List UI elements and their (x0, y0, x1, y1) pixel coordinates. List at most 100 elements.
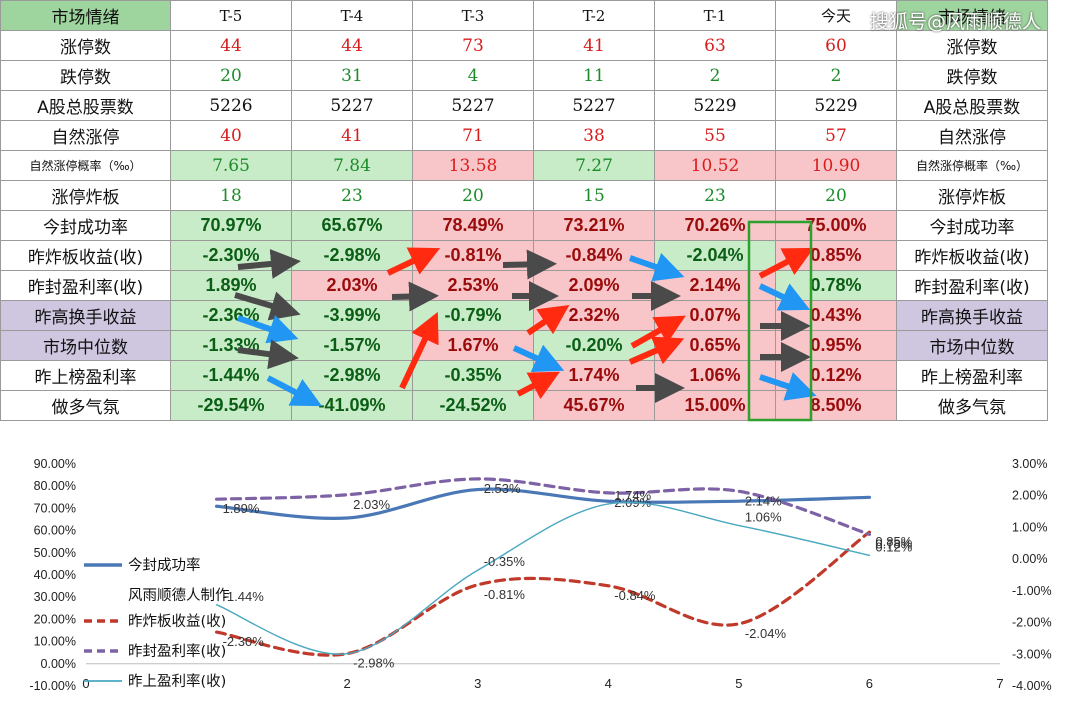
table-cell: -41.09% (291, 390, 413, 421)
table-cell: 23 (654, 180, 776, 211)
column-header: T-5 (170, 0, 292, 31)
table-cell: 55 (654, 120, 776, 151)
column-header: T-4 (291, 0, 413, 31)
table-cell: 8.50% (775, 390, 897, 421)
column-header: T-2 (533, 0, 655, 31)
series-line (214, 477, 872, 537)
row-label: 自然涨停概率（‰） (0, 150, 171, 181)
y-left-tick-label: 80.00% (34, 479, 76, 493)
table-cell: 57 (775, 120, 897, 151)
table-row: 自然涨停 40 41 71 38 55 57 自然涨停 (0, 120, 1048, 151)
row-label-right: 自然涨停概率（‰） (896, 150, 1048, 181)
table-cell: 4 (412, 60, 534, 91)
y-left-tick-label: 50.00% (34, 546, 76, 560)
x-tick-label: 3 (474, 676, 481, 691)
table-cell: 5227 (291, 90, 413, 121)
table-row: 自然涨停概率（‰） 7.65 7.84 13.58 7.27 10.52 10.90 自然涨停… (0, 150, 1048, 181)
table-cell: -2.04% (654, 240, 776, 271)
table-cell: 2.03% (291, 270, 413, 301)
table-cell: 73 (412, 30, 534, 61)
row-label-right: 涨停炸板 (896, 180, 1048, 211)
y-right-tick-label: 0.00% (1012, 552, 1047, 566)
data-label: -0.84% (614, 588, 656, 603)
data-label: -2.30% (223, 634, 265, 649)
x-tick-label: 6 (866, 676, 873, 691)
table-row: 昨上榜盈利率 -1.44% -2.98% -0.35% 1.74% 1.06% 0.12% 昨… (0, 360, 1048, 391)
y-left-tick-label: 70.00% (34, 501, 76, 515)
table-cell: 10.90 (775, 150, 897, 181)
table-cell: 2.32% (533, 300, 655, 331)
table-cell: -2.98% (291, 240, 413, 271)
table-cell: 23 (291, 180, 413, 211)
watermark-text: 搜狐号@风雨顺德人 (869, 11, 1041, 33)
data-label: 2.53% (484, 481, 521, 496)
legend-label: 昨封盈利率(收) (128, 643, 226, 660)
row-label: 今封成功率 (0, 210, 171, 241)
table-cell: 41 (291, 120, 413, 151)
row-label-right: 今封成功率 (896, 210, 1048, 241)
data-label: -2.04% (745, 626, 787, 641)
table-cell: -0.81% (412, 240, 534, 271)
data-label: 1.74% (614, 488, 651, 503)
table-row: 涨停数 44 44 73 41 63 60 涨停数 (0, 30, 1048, 61)
row-label-right: 昨炸板收益(收) (896, 240, 1048, 271)
table-cell: 44 (170, 30, 292, 61)
legend-label: 昨炸板收益(收) (128, 612, 226, 630)
table-cell: -2.98% (291, 360, 413, 391)
y-right-tick-label: 1.00% (1012, 520, 1047, 534)
table-cell: 5227 (412, 90, 534, 121)
table-row: 做多气氛 -29.54% -41.09% -24.52% 45.67% 15.00% 8.5… (0, 390, 1048, 421)
row-label-right: 做多气氛 (896, 390, 1048, 421)
row-label: A股总股票数 (0, 90, 171, 121)
row-label: 昨高换手收益 (0, 300, 171, 331)
table-cell: 63 (654, 30, 776, 61)
table-cell: 5229 (654, 90, 776, 121)
table-cell: 20 (775, 180, 897, 211)
table-cell: -2.36% (170, 300, 292, 331)
y-right-tick-label: -1.00% (1012, 584, 1052, 598)
table-cell: 11 (533, 60, 655, 91)
data-label: 0.78% (875, 536, 912, 551)
table-cell: 0.78% (775, 270, 897, 301)
data-label: 1.89% (223, 501, 260, 516)
table-cell: 18 (170, 180, 292, 211)
table-cell: -0.35% (412, 360, 534, 391)
table-cell: 1.89% (170, 270, 292, 301)
table-row: 昨高换手收益 -2.36% -3.99% -0.79% 2.32% 0.07% 0.43% 昨… (0, 300, 1048, 331)
table-row: A股总股票数 5226 5227 5227 5227 5229 5229 A股总股票数 (0, 90, 1048, 121)
column-header: T-1 (654, 0, 776, 31)
table-cell: 1.74% (533, 360, 655, 391)
market-sentiment-table: 市场情绪 T-5 T-4 T-3 T-2 T-1 今天 市场情绪 涨停数 44 44 73 41 63 60… (0, 0, 1048, 421)
table-cell: 70.26% (654, 210, 776, 241)
table-cell: 20 (412, 180, 534, 211)
data-label: -1.44% (223, 589, 265, 604)
row-label: 涨停数 (0, 30, 171, 61)
legend-label: 今封成功率 (128, 557, 201, 574)
row-label: 自然涨停 (0, 120, 171, 151)
table-cell: 0.43% (775, 300, 897, 331)
table-cell: 78.49% (412, 210, 534, 241)
x-tick-label: 0 (82, 676, 89, 691)
row-label: 市场中位数 (0, 330, 171, 361)
y-left-tick-label: 10.00% (34, 635, 76, 649)
row-label-right: 昨封盈利率(收) (896, 270, 1048, 301)
row-label-right: 涨停数 (896, 30, 1048, 61)
y-left-tick-label: 40.00% (34, 568, 76, 582)
y-left-tick-label: 30.00% (34, 590, 76, 604)
table-cell: 5226 (170, 90, 292, 121)
table-cell: 7.84 (291, 150, 413, 181)
y-left-tick-label: -10.00% (29, 679, 76, 693)
column-header: T-3 (412, 0, 534, 31)
y-right-tick-label: -3.00% (1012, 647, 1052, 661)
table-cell: 2 (654, 60, 776, 91)
table-row: 市场中位数 -1.33% -1.57% 1.67% -0.20% 0.65% 0.95% 市场… (0, 330, 1048, 361)
table-cell: 45.67% (533, 390, 655, 421)
row-label-right: 跌停数 (896, 60, 1048, 91)
table-cell: 73.21% (533, 210, 655, 241)
table-cell: -0.20% (533, 330, 655, 361)
y-left-tick-label: 90.00% (34, 457, 76, 471)
x-tick-label: 4 (605, 676, 612, 691)
table-cell: 1.67% (412, 330, 534, 361)
x-tick-label: 5 (735, 676, 742, 691)
table-cell: 0.95% (775, 330, 897, 361)
